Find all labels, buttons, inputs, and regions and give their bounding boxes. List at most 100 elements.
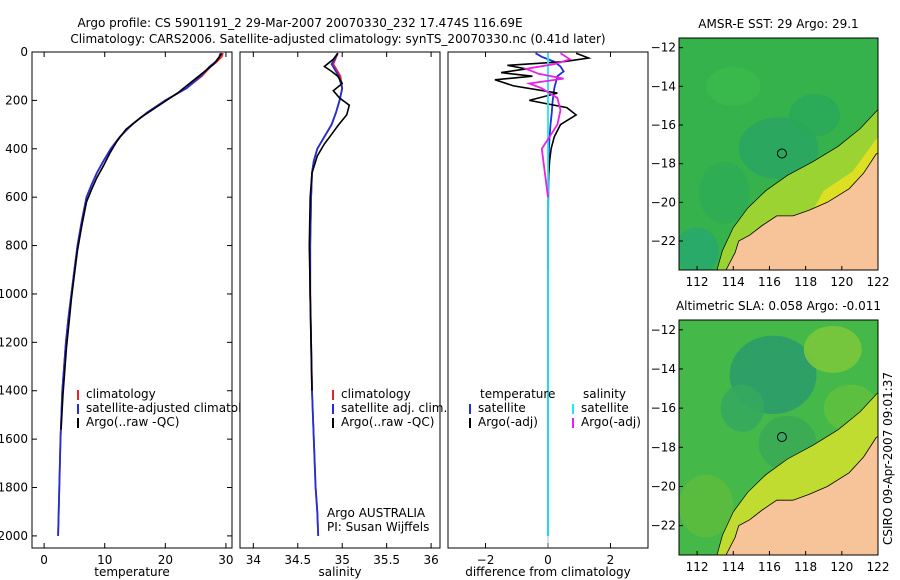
difference-legend-label: Argo(-adj) (581, 415, 641, 429)
sst_map-argo-marker (776, 148, 787, 159)
difference-legend-label: salinity (583, 387, 626, 401)
salinity-xtick-label: 36 (423, 553, 438, 567)
float-info-line-1: Argo AUSTRALIA (327, 506, 426, 520)
sla_map-ytick-label: −20 (651, 479, 676, 493)
sst_map-patch (706, 67, 761, 106)
sst_map-patch (738, 117, 819, 180)
sst_map-ytick-label: −12 (651, 41, 676, 55)
panel-sst_map: AMSR-E SST: 29 Argo: 29.1 112 114 116 118 120… (651, 17, 890, 289)
sla_map-ytick-label: −14 (651, 362, 676, 376)
temperature-series-argo-raw-qc- (60, 52, 223, 430)
header-line-1: Argo profile: CS 5901191_2 29-Mar-2007 2… (77, 16, 522, 30)
sla_map-xtick-label: 122 (867, 560, 890, 574)
temperature-ytick-label: 1600 (0, 432, 28, 446)
salinity-xtick-label: 34.5 (284, 553, 311, 567)
salinity-series-satellite-adj-clim- (309, 52, 344, 536)
difference-legend-label: satellite (478, 401, 526, 415)
salinity-xtick-label: 35.5 (373, 553, 400, 567)
sla_map-shelf-contour (716, 392, 878, 555)
sla_map-argo-marker (776, 431, 787, 442)
sst_map-ytick-label: −18 (651, 157, 676, 171)
salinity-legend-label: satellite adj. clim. (341, 401, 447, 415)
temperature-frame (31, 51, 233, 549)
difference-xlabel: difference from climatology (465, 565, 631, 579)
sst_map-shelf-contour (716, 109, 878, 270)
difference-legend: temperaturesatelliteArgo(-adj)salinitysa… (469, 387, 641, 429)
temperature-ytick-label: 0 (20, 45, 28, 59)
salinity-frame (239, 51, 441, 549)
sla_map-land (725, 436, 878, 555)
temperature-ytick-label: 1800 (0, 481, 28, 495)
difference-legend-label: temperature (480, 387, 555, 401)
sst_map-ytick-label: −22 (651, 234, 676, 248)
sla_map-patch (679, 474, 734, 538)
sla_map-title: Altimetric SLA: 0.058 Argo: -0.011 (676, 299, 881, 313)
temperature-series-group (57, 52, 224, 536)
sla_map-patch (803, 325, 862, 373)
temperature-legend-label: satellite-adjusted climatology (86, 401, 264, 415)
header-line-2: Climatology: CARS2006. Satellite-adjuste… (70, 32, 605, 46)
salinity-series-argo-raw-qc- (308, 52, 351, 391)
sla_map-xtick-label: 114 (722, 560, 745, 574)
temperature-xtick-label: 30 (218, 553, 233, 567)
difference-legend-label: Argo(-adj) (478, 415, 538, 429)
temperature-ytick-label: 1400 (0, 384, 28, 398)
side-stamp: CSIRO 09-Apr-2007 09:01:37 (881, 372, 895, 545)
sla_map-ytick-label: −12 (651, 323, 676, 337)
temperature-ytick-label: 2000 (0, 529, 28, 543)
sla_map-field (679, 320, 878, 555)
sla_map-patch (720, 384, 765, 432)
temperature-ytick-label: 400 (5, 142, 28, 156)
salinity-series-group (308, 52, 351, 536)
temperature-xlabel: temperature (94, 565, 169, 579)
temperature-xtick-label: 10 (97, 553, 112, 567)
sst_map-xtick-label: 122 (867, 275, 890, 289)
sst_map-xtick-label: 120 (830, 275, 853, 289)
sst_map-xtick-label: 114 (722, 275, 745, 289)
salinity-legend-label: climatology (341, 387, 411, 401)
temperature-xtick-label: 0 (40, 553, 48, 567)
sla_map-xtick-label: 112 (686, 560, 709, 574)
sst_map-field (679, 38, 878, 270)
difference-xtick-label: −2 (477, 553, 495, 567)
sst_map-ytick-label: −16 (651, 118, 676, 132)
temperature-legend-label: climatology (86, 387, 156, 401)
difference-series-salinity-argo-adj- (522, 52, 573, 198)
sla_map-xtick-label: 116 (758, 560, 781, 574)
salinity-xtick-label: 35 (335, 553, 350, 567)
sst_map-ytick-label: −20 (651, 195, 676, 209)
sst_map-frame (678, 37, 879, 271)
temperature-ytick-label: 800 (5, 239, 28, 253)
sst_map-xtick-label: 116 (758, 275, 781, 289)
sla_map-xtick-label: 120 (830, 560, 853, 574)
salinity-xtick-label: 34 (246, 553, 261, 567)
temperature-ytick-label: 200 (5, 93, 28, 107)
salinity-legend-label: Argo(..raw -QC) (341, 415, 434, 429)
temperature-ytick-label: 1200 (0, 335, 28, 349)
panel-sla_map: Altimetric SLA: 0.058 Argo: -0.011 112 114… (651, 299, 890, 574)
temperature-ytick-label: 600 (5, 190, 28, 204)
sst_map-patch (789, 94, 841, 137)
panel-temperature: 0 10 20 30 0 200 400 600 800 1000 1200 1400 1600 1800… (0, 45, 264, 579)
sla_map-frame (678, 319, 879, 556)
sst_map-land (725, 152, 878, 270)
temperature-ytick-label: 1000 (0, 287, 28, 301)
sst_map-xtick-label: 118 (794, 275, 817, 289)
panel-salinity: 34 34.5 35 35.5 36 salinity climatologysatelli… (239, 51, 447, 579)
difference-xtick-label: 0 (544, 553, 552, 567)
temperature-xtick-label: 20 (158, 553, 173, 567)
sst_map-patch (698, 161, 750, 224)
sst_map-ytick-label: −14 (651, 79, 676, 93)
sst_map-title: AMSR-E SST: 29 Argo: 29.1 (698, 17, 858, 31)
sla_map-ytick-label: −16 (651, 401, 676, 415)
sst_map-patch (679, 227, 719, 270)
float-info-line-2: PI: Susan Wijffels (327, 520, 429, 534)
difference-legend-label: satellite (581, 401, 629, 415)
salinity-xlabel: salinity (318, 565, 361, 579)
difference-series-temperature-argo-adj- (494, 52, 592, 270)
temperature-legend-label: Argo(..raw -QC) (86, 415, 179, 429)
